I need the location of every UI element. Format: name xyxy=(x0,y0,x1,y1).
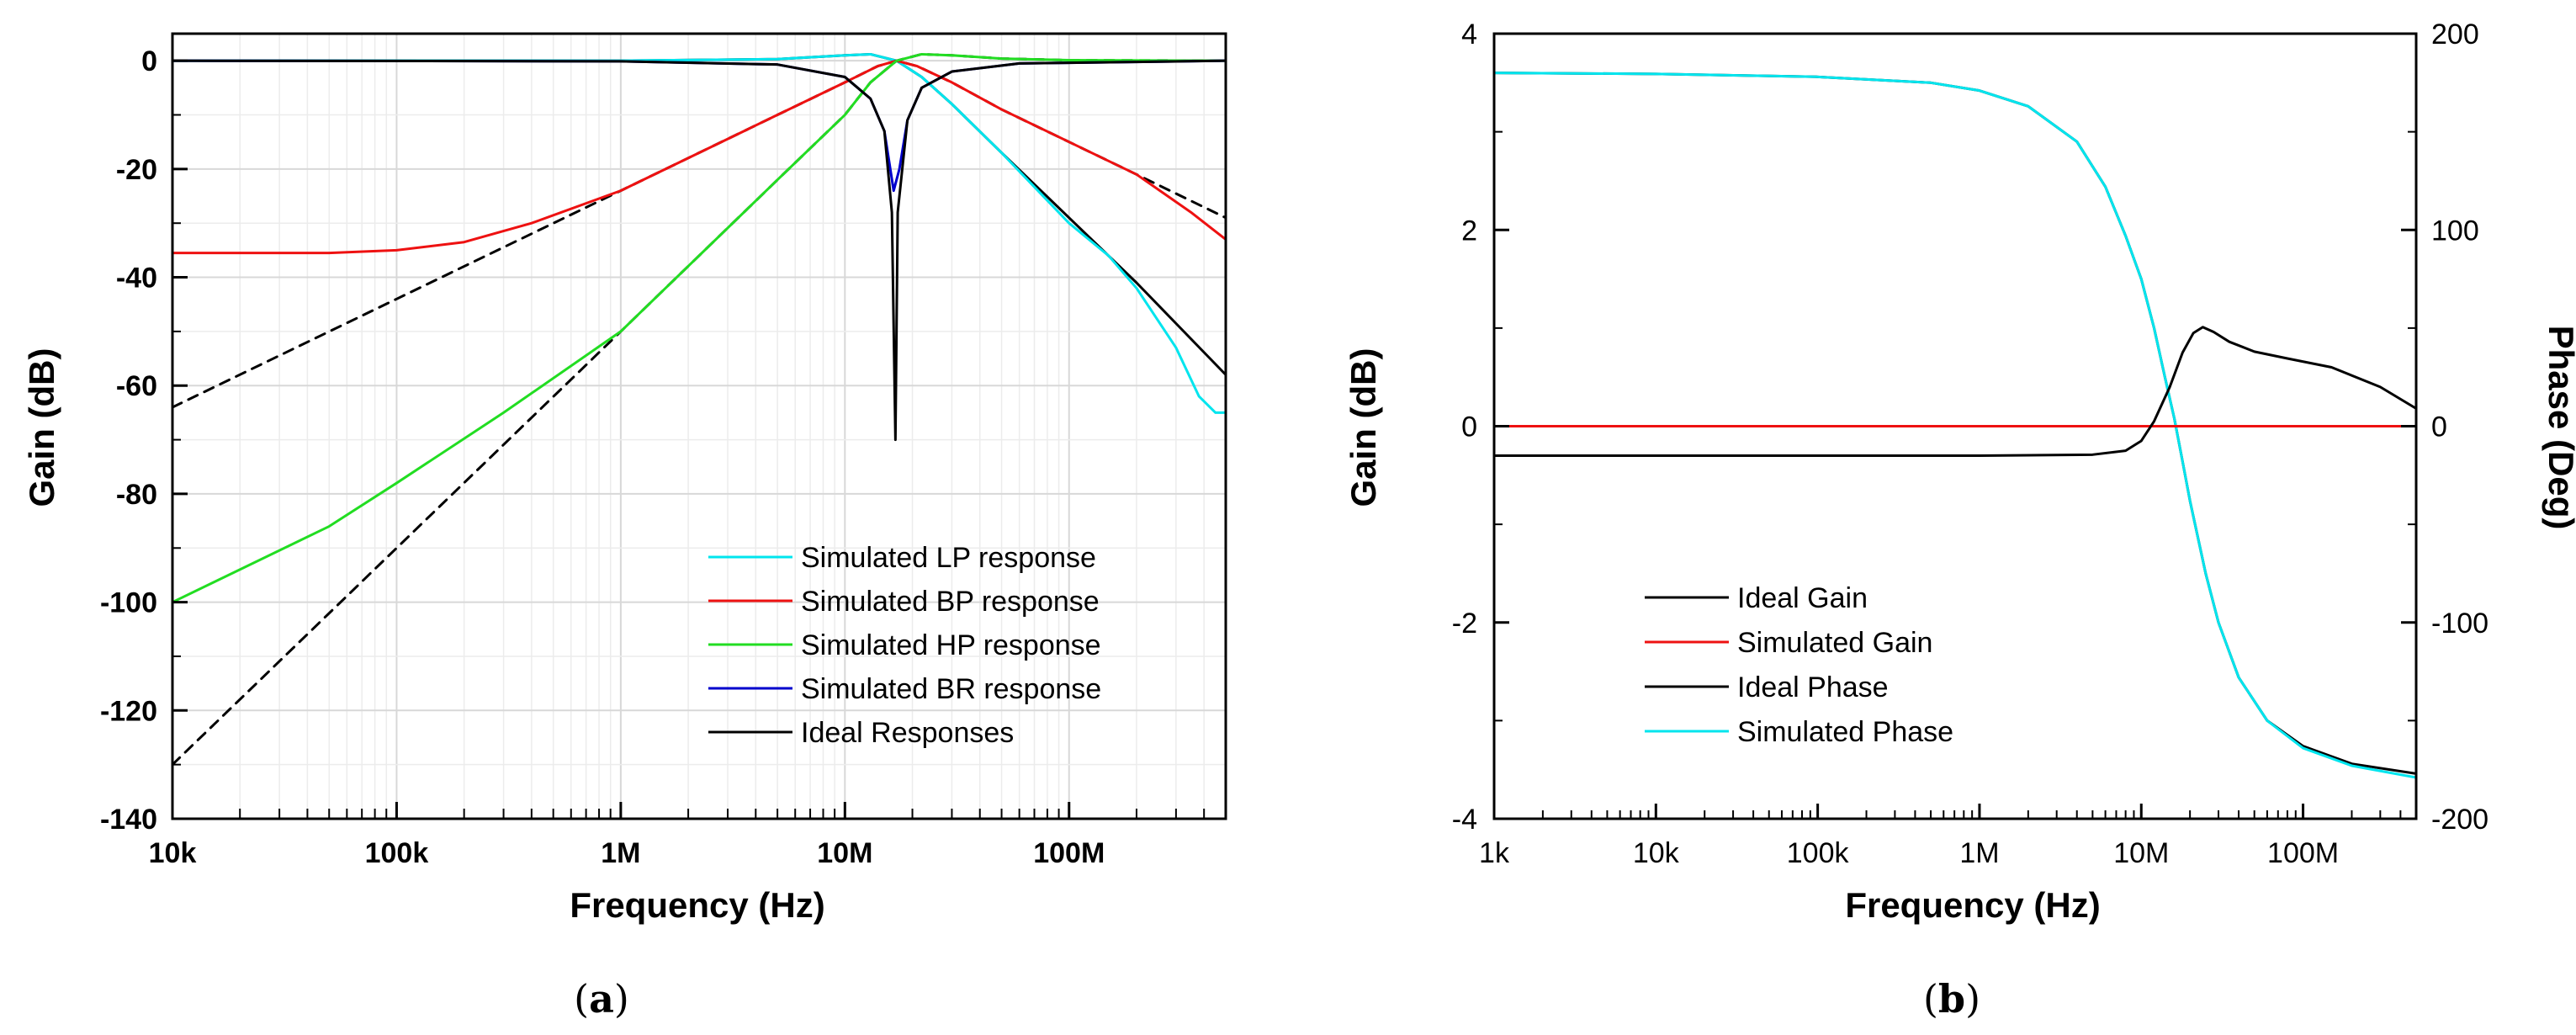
x-tick-label: 10k xyxy=(149,837,197,869)
x-tick-label: 100k xyxy=(365,837,429,869)
chart-a-caption: (a) xyxy=(574,976,629,1022)
y-tick-label: 0 xyxy=(1461,411,1477,443)
x-tick-label: 10M xyxy=(817,837,872,869)
chart-a: 10k 100k 1M 10M 100M 0 -20 -40 -60 -80 -100 -120 -14… xyxy=(22,32,1227,1022)
series-line-simulated-br xyxy=(172,59,1226,193)
y-tick-label: 0 xyxy=(141,45,157,77)
x-tick-label: 1M xyxy=(601,837,640,869)
legend-label: Simulated Phase xyxy=(1737,716,1953,748)
series-line-simulated-hp xyxy=(172,52,1226,604)
y-tick-label: -140 xyxy=(100,804,157,836)
legend-label: Simulated BP response xyxy=(801,586,1100,618)
x-tick-label: 10k xyxy=(1633,837,1680,869)
chart-b-series xyxy=(1494,72,2416,779)
y-tick-label: -120 xyxy=(100,695,157,727)
y-tick-label: -20 xyxy=(116,154,157,186)
chart-b-y2label: Phase (Deg) xyxy=(2542,326,2576,530)
x-tick-label: 10M xyxy=(2113,837,2169,869)
y-tick-label: -60 xyxy=(116,370,157,402)
y2-tick-label: -200 xyxy=(2431,804,2489,836)
chart-b-caption: (b) xyxy=(1923,976,1980,1022)
legend-label: Ideal Responses xyxy=(801,717,1014,749)
legend-label: Simulated BR response xyxy=(801,673,1101,705)
chart-b: 1k 10k 100k 1M 10M 100M 4 2 0 -2 -4 200 100 0 -100 -200… xyxy=(1344,19,2576,1022)
chart-a-legend: Simulated LP response Simulated BP respon… xyxy=(708,542,1101,749)
x-tick-label: 100M xyxy=(1033,837,1105,869)
series-line-simulated-bp xyxy=(172,59,1226,255)
y-tick-label: -100 xyxy=(100,587,157,619)
legend-label: Ideal Gain xyxy=(1737,582,1868,614)
series-line-ideal-br xyxy=(172,59,1226,442)
legend-label: Simulated Gain xyxy=(1737,627,1932,659)
x-tick-label: 1k xyxy=(1479,837,1510,869)
y2-tick-label: 200 xyxy=(2431,19,2479,50)
y-tick-label: -4 xyxy=(1452,804,1477,836)
chart-b-legend: Ideal Gain Simulated Gain Ideal Phase Simul… xyxy=(1645,582,1953,748)
chart-b-ticks: 1k 10k 100k 1M 10M 100M 4 2 0 -2 -4 200 100 0 -100 -200 xyxy=(1452,19,2489,869)
legend-label: Ideal Phase xyxy=(1737,671,1889,703)
chart-a-series xyxy=(172,52,1226,767)
y-tick-label: -2 xyxy=(1452,608,1477,640)
x-tick-label: 100k xyxy=(1787,837,1850,869)
chart-a-plot-frame xyxy=(171,32,1227,820)
chart-b-xlabel: Frequency (Hz) xyxy=(1845,885,2100,925)
series-line-ideal-phase xyxy=(1494,72,2416,775)
series-line-simulated-phase xyxy=(1494,72,2416,779)
chart-a-ylabel: Gain (dB) xyxy=(22,348,61,507)
legend-label: Simulated LP response xyxy=(801,542,1096,574)
y-tick-label: -40 xyxy=(116,263,157,295)
chart-b-ylabel: Gain (dB) xyxy=(1344,348,1383,507)
series-line-ideal-lp xyxy=(172,52,1226,376)
y-tick-label: 4 xyxy=(1461,19,1477,50)
y2-tick-label: -100 xyxy=(2431,608,2489,640)
chart-a-ticks: 10k 100k 1M 10M 100M 0 -20 -40 -60 -80 -100 -120 -14… xyxy=(100,45,1227,869)
chart-a-xlabel: Frequency (Hz) xyxy=(570,885,824,925)
x-tick-label: 1M xyxy=(1959,837,1999,869)
x-tick-label: 100M xyxy=(2267,837,2339,869)
series-line-ideal-gain xyxy=(1494,326,2416,457)
y-tick-label: -80 xyxy=(116,479,157,511)
legend-label: Simulated HP response xyxy=(801,629,1101,661)
y2-tick-label: 100 xyxy=(2431,215,2479,247)
y2-tick-label: 0 xyxy=(2431,411,2447,443)
series-line-ideal-bp xyxy=(172,59,1226,409)
y-tick-label: 2 xyxy=(1461,215,1477,247)
series-line-simulated-lp xyxy=(172,52,1226,414)
